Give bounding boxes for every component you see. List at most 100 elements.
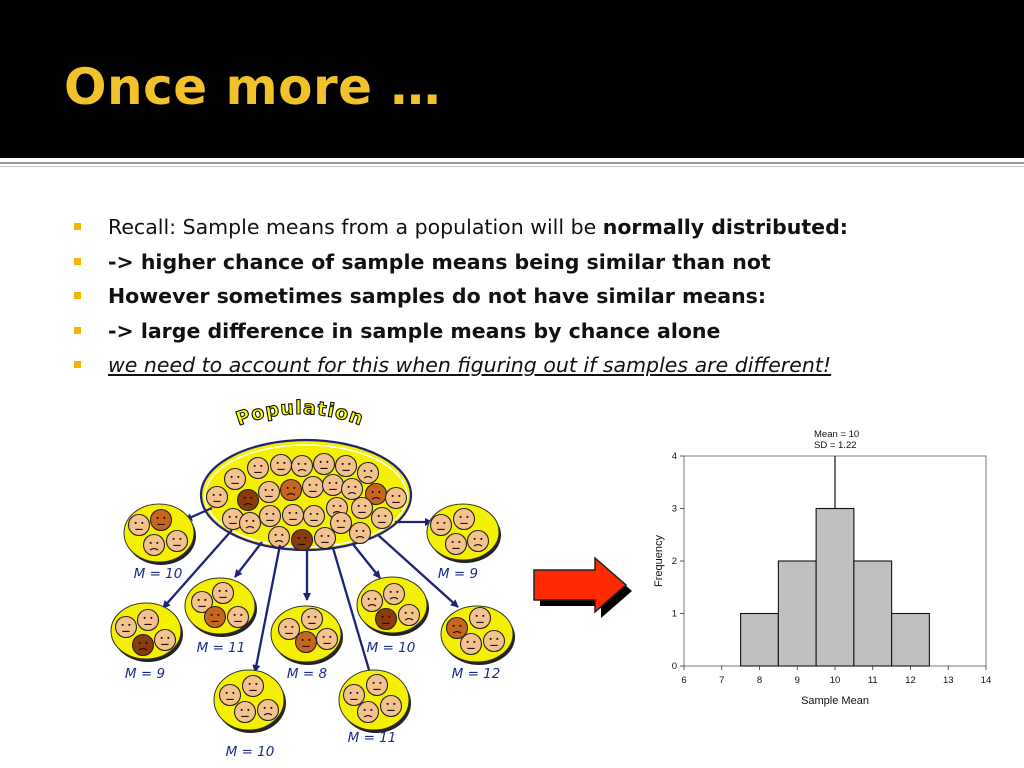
face-icon: [356, 700, 380, 724]
face-icon: [374, 607, 398, 631]
face-icon: [452, 507, 476, 531]
face-icon: [136, 608, 160, 632]
y-tick-label: 4: [672, 451, 677, 462]
face-icon: [290, 454, 314, 478]
sample-group: M = 10: [123, 503, 196, 582]
bullet-text: Recall: Sample means from a population w…: [108, 215, 603, 239]
histogram-bar: [777, 560, 817, 667]
x-tick-label: 6: [681, 675, 686, 686]
histogram-bar: [740, 612, 779, 667]
sample-mean-label: M = 10: [134, 566, 183, 582]
face-icon: [384, 486, 408, 510]
bullet-item: However sometimes samples do not have si…: [74, 282, 848, 317]
face-icon: [114, 615, 138, 639]
y-tick-label: 1: [672, 609, 677, 620]
sample-mean-label: M = 10: [226, 744, 275, 760]
sampling-arrow: [234, 541, 263, 578]
face-icon: [444, 532, 468, 556]
face-icon: [153, 628, 177, 652]
face-icon: [218, 683, 242, 707]
bullet-text: -> large difference in sample means by c…: [108, 318, 721, 343]
y-axis-label: Frequency: [653, 535, 665, 587]
sample-mean-label: M = 9: [125, 666, 165, 682]
bullet-text: However sometimes samples do not have si…: [108, 284, 767, 308]
sample-mean-label: M = 8: [287, 666, 327, 682]
sampling-arrow: [351, 542, 381, 579]
face-icon: [236, 488, 260, 512]
bullet-emphasis: normally distributed:: [602, 215, 848, 239]
face-icon: [466, 529, 490, 553]
chart-annotation: Mean = 10: [814, 429, 859, 440]
face-icon: [321, 473, 345, 497]
face-icon: [233, 700, 257, 724]
face-icon: [241, 674, 265, 698]
face-icon: [165, 529, 189, 553]
bullet-marker-icon: [74, 223, 81, 230]
face-icon: [257, 480, 281, 504]
face-icon: [277, 617, 301, 641]
population-group: [199, 438, 413, 552]
bullet-text: we need to account for this when figurin…: [108, 353, 832, 377]
sample-group: M = 9: [110, 602, 183, 682]
face-icon: [290, 528, 314, 552]
sample-mean-label: M = 9: [438, 566, 478, 582]
sample-group: M = 10: [356, 576, 429, 656]
face-icon: [340, 477, 364, 501]
sample-group: M = 11: [184, 577, 257, 656]
right-arrow-icon: [533, 556, 628, 614]
face-icon: [302, 504, 326, 528]
face-icon: [127, 513, 151, 537]
chart-annotation: SD = 1.22: [814, 440, 857, 451]
sample-group: M = 11: [338, 669, 411, 746]
title-divider-thin: [0, 166, 1024, 167]
face-icon: [348, 521, 372, 545]
bullet-item: -> higher chance of sample means being s…: [74, 248, 848, 283]
face-icon: [315, 627, 339, 651]
x-tick-label: 10: [830, 675, 841, 686]
bullet-list: Recall: Sample means from a population w…: [74, 213, 848, 386]
face-icon: [279, 478, 303, 502]
title-divider: [0, 162, 1024, 164]
sample-group: M = 10: [213, 669, 286, 760]
sampling-arrow: [162, 529, 233, 609]
face-icon: [246, 456, 270, 480]
y-tick-label: 2: [672, 556, 677, 567]
face-icon: [459, 632, 483, 656]
face-icon: [370, 506, 394, 530]
face-icon: [211, 581, 235, 605]
face-icon: [142, 533, 166, 557]
face-icon: [445, 616, 469, 640]
face-icon: [429, 513, 453, 537]
face-icon: [329, 511, 353, 535]
face-icon: [334, 454, 358, 478]
face-icon: [379, 694, 403, 718]
face-icon: [382, 582, 406, 606]
face-icon: [269, 453, 293, 477]
x-tick-label: 12: [905, 675, 916, 686]
face-icon: [468, 606, 492, 630]
face-icon: [313, 526, 337, 550]
sample-mean-label: M = 10: [367, 640, 416, 656]
sample-group: M = 12: [440, 605, 515, 682]
bullet-item: we need to account for this when figurin…: [74, 351, 848, 386]
x-tick-label: 13: [943, 675, 954, 686]
face-icon: [281, 503, 305, 527]
title-bar: Once more …: [0, 0, 1024, 158]
sampling-arrow: [252, 544, 282, 673]
face-icon: [397, 603, 421, 627]
sample-mean-label: M = 12: [452, 666, 501, 682]
population-label: Population: [233, 397, 367, 430]
face-icon: [300, 607, 324, 631]
face-icon: [258, 504, 282, 528]
bullet-marker-icon: [74, 361, 81, 368]
bullet-item: -> large difference in sample means by c…: [74, 317, 848, 352]
y-tick-label: 0: [672, 661, 677, 672]
histogram-bar: [815, 507, 855, 667]
face-icon: [360, 589, 384, 613]
sample-group: M = 8: [270, 605, 343, 682]
x-axis-label: Sample Mean: [801, 695, 869, 707]
bullet-marker-icon: [74, 257, 81, 265]
face-icon: [223, 467, 247, 491]
histogram-bar: [853, 560, 893, 667]
x-tick-label: 14: [981, 675, 992, 686]
